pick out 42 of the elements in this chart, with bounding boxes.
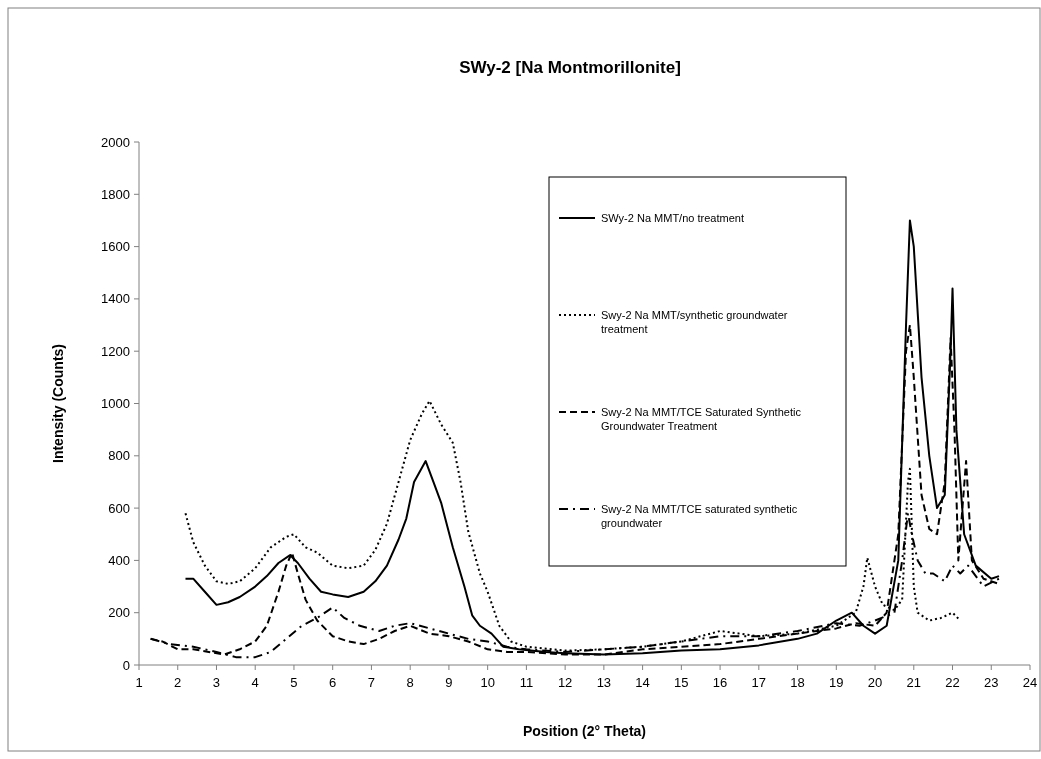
x-tick-label: 1 — [135, 675, 143, 690]
y-axis-title: Intensity (Counts) — [50, 344, 66, 463]
x-tick-label: 7 — [367, 675, 376, 690]
legend-label: Swy-2 Na MMT/TCE Saturated Synthetic Groundwater Treatment — [601, 406, 802, 432]
y-tick-label: 1600 — [101, 239, 130, 255]
x-tick-label: 15 — [674, 675, 689, 690]
x-tick-label: 19 — [829, 675, 844, 690]
legend-label: Swy-2 Na MMT/synthetic groundwater treatment — [601, 309, 788, 335]
y-tick-label: 400 — [108, 552, 130, 568]
y-tick-label: 1200 — [101, 343, 130, 359]
legend-label: Swy-2 Na MMT/TCE saturated synthetic groundwater — [601, 503, 798, 529]
x-tick-label: 4 — [251, 675, 259, 690]
x-tick-label: 21 — [906, 675, 922, 690]
x-tick-label: 2 — [174, 675, 182, 690]
y-tick-label: 800 — [108, 448, 130, 464]
x-tick-label: 20 — [867, 675, 883, 690]
x-tick-label: 18 — [790, 675, 805, 690]
x-tick-label: 5 — [290, 675, 298, 690]
y-tick-label: 600 — [108, 500, 130, 516]
x-tick-label: 3 — [212, 675, 221, 690]
x-tick-label: 11 — [519, 675, 534, 690]
y-tick-label: 1000 — [101, 396, 130, 411]
x-tick-label: 22 — [945, 675, 960, 690]
x-tick-label: 17 — [751, 675, 767, 690]
legend-label: SWy-2 Na MMT/no treatment — [601, 212, 744, 224]
y-tick-label: 1800 — [101, 186, 130, 202]
x-tick-label: 10 — [480, 675, 495, 690]
y-tick-label: 0 — [122, 657, 130, 673]
x-tick-label: 12 — [557, 675, 573, 690]
y-tick-label: 2000 — [101, 134, 130, 150]
x-tick-label: 24 — [1022, 675, 1038, 690]
chart-title: SWy-2 [Na Montmorillonite] — [459, 58, 681, 77]
x-tick-label: 6 — [329, 675, 337, 690]
x-tick-label: 8 — [406, 675, 414, 690]
x-tick-label: 13 — [596, 675, 612, 690]
x-tick-label: 14 — [635, 675, 650, 690]
x-tick-label: 9 — [445, 675, 453, 690]
y-tick-label: 1400 — [101, 291, 130, 307]
x-tick-label: 16 — [712, 675, 728, 690]
y-tick-label: 200 — [108, 605, 130, 621]
x-tick-label: 23 — [984, 675, 999, 690]
x-axis-title: Position (2° Theta) — [522, 723, 647, 739]
